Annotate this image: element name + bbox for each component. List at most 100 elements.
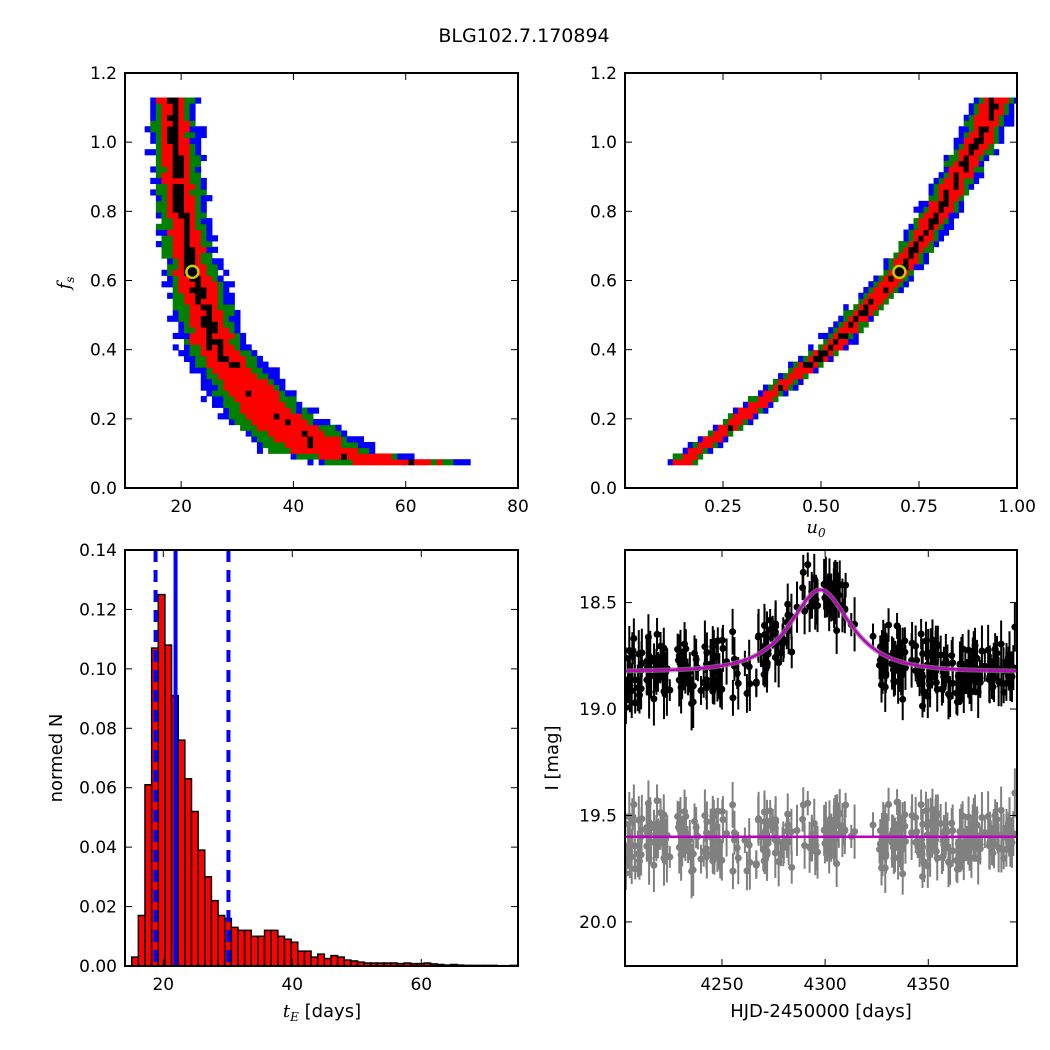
posterior-cell-red [178, 264, 185, 271]
posterior-cell-red [161, 143, 168, 150]
posterior-cell-red [692, 453, 699, 460]
posterior-cell-red [783, 384, 789, 391]
posterior-cell-red [172, 223, 179, 230]
posterior-cell-red [798, 367, 804, 374]
histogram-bar [164, 644, 173, 966]
data-point [684, 679, 692, 687]
posterior-cell-blue [189, 355, 196, 362]
y-tick-label: 19.5 [579, 806, 617, 826]
posterior-cell-green [228, 396, 235, 403]
posterior-cell-green [200, 212, 207, 219]
posterior-cell-blue [195, 97, 202, 104]
posterior-cell-red [268, 424, 275, 431]
posterior-cell-blue [948, 218, 955, 225]
posterior-cell-blue [223, 269, 230, 276]
y-tick-label: 0.2 [590, 410, 617, 430]
posterior-cell-blue [268, 373, 275, 380]
posterior-cell-green [324, 424, 331, 431]
posterior-cell-green [251, 355, 258, 362]
posterior-cell-blue [296, 401, 303, 408]
posterior-cell-blue [853, 338, 859, 345]
posterior-cell-blue [335, 424, 342, 431]
posterior-cell-red [993, 120, 1000, 127]
posterior-cell-blue [883, 258, 889, 265]
residual-point [730, 829, 738, 837]
posterior-cell-blue [838, 315, 844, 322]
posterior-cell-green [858, 298, 864, 305]
posterior-cell-green [150, 120, 157, 127]
data-point [635, 650, 643, 658]
posterior-cell-green [167, 246, 174, 253]
posterior-cell-red [223, 350, 230, 357]
posterior-cell-red [752, 401, 759, 408]
posterior-cell-red [212, 286, 219, 294]
histogram-bar [197, 849, 206, 966]
posterior-cell-red [178, 149, 185, 156]
posterior-cell-red [256, 419, 263, 426]
posterior-cell-blue [206, 223, 213, 230]
data-point [984, 646, 992, 654]
posterior-cell-red [978, 103, 985, 110]
posterior-cell-red [958, 177, 965, 185]
posterior-cell-red [918, 246, 924, 253]
posterior-cell-green [808, 350, 814, 357]
residual-point [635, 816, 643, 824]
posterior-cell-blue [212, 396, 219, 403]
posterior-cell-blue [228, 292, 235, 299]
posterior-cell-black [938, 200, 945, 207]
posterior-cell-red [677, 459, 684, 466]
posterior-cell-red [228, 390, 235, 397]
y-tick-label: 0.0 [90, 479, 117, 499]
posterior-cell-black [200, 315, 207, 322]
posterior-cell-blue [768, 401, 774, 408]
posterior-cell-black [206, 315, 213, 322]
posterior-cell-blue [240, 332, 247, 340]
posterior-cell-red [189, 183, 196, 190]
posterior-cell-green [189, 344, 196, 351]
posterior-cell-red [346, 447, 353, 454]
posterior-cell-black [988, 109, 995, 116]
y-tick-label: 0.4 [90, 341, 117, 361]
posterior-cell-red [189, 338, 196, 345]
residual-point [927, 821, 935, 829]
posterior-cell-red [853, 309, 859, 317]
posterior-cell-green [752, 396, 759, 403]
posterior-cell-red [189, 309, 196, 317]
posterior-cell-red [823, 344, 829, 351]
posterior-cell-red [223, 327, 230, 334]
posterior-cell-red [722, 424, 729, 431]
posterior-cell-red [217, 361, 224, 368]
posterior-cell-red [833, 332, 839, 340]
posterior-cell-red [848, 315, 854, 322]
posterior-cell-blue [722, 436, 729, 443]
posterior-cell-red [722, 430, 729, 437]
posterior-cell-green [167, 252, 174, 259]
posterior-cell-red [363, 459, 370, 466]
posterior-cell-black [172, 103, 179, 110]
posterior-cell-green [189, 143, 196, 150]
posterior-cell-green [898, 281, 904, 288]
posterior-cell-blue [189, 367, 196, 374]
posterior-cell-blue [161, 229, 168, 236]
posterior-cell-red [923, 235, 929, 242]
posterior-cell-green [933, 195, 939, 202]
posterior-cell-green [155, 114, 162, 121]
posterior-cell-green [217, 292, 224, 299]
posterior-cell-red [357, 459, 365, 466]
posterior-cell-red [913, 235, 919, 242]
posterior-cell-green [262, 436, 269, 443]
residual-point [829, 836, 837, 844]
posterior-cell-red [898, 258, 904, 265]
x-axis-label: u0 [806, 517, 826, 540]
data-point [719, 644, 727, 652]
posterior-cell-red [968, 154, 975, 162]
posterior-cell-blue [313, 419, 320, 426]
posterior-cell-black [178, 212, 185, 219]
posterior-cell-red [998, 97, 1005, 104]
posterior-cell-red [167, 212, 174, 219]
posterior-cell-black [172, 154, 179, 162]
histogram-bar [210, 899, 219, 966]
posterior-cell-blue [212, 246, 219, 253]
posterior-cell-green [988, 149, 995, 156]
posterior-cell-red [183, 160, 190, 167]
